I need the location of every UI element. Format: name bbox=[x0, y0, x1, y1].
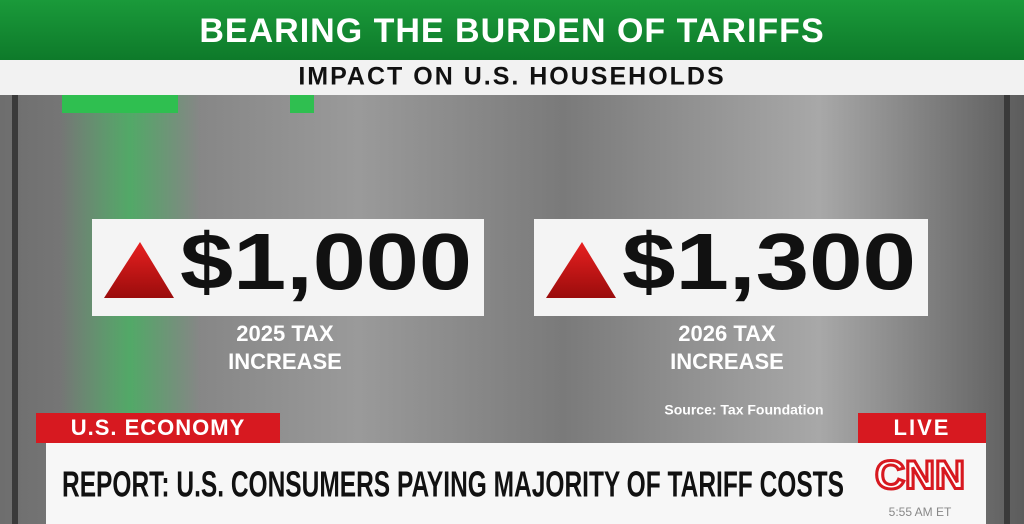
title-bar bbox=[0, 0, 1024, 60]
amount: $1,300 bbox=[622, 217, 916, 306]
amount-card bbox=[92, 219, 484, 316]
source: Source: Tax Foundation bbox=[664, 402, 823, 418]
amount-label: INCREASE bbox=[228, 349, 342, 374]
topic: U.S. ECONOMY bbox=[71, 415, 246, 440]
studio-pillar bbox=[12, 95, 18, 524]
network-logo: CNN bbox=[875, 454, 965, 498]
topic-tab bbox=[36, 413, 280, 443]
up-arrow-icon bbox=[546, 242, 616, 298]
clock: 5:55 AM ET bbox=[889, 505, 952, 519]
amount-label: 2026 TAX bbox=[678, 321, 776, 346]
up-arrow-icon bbox=[104, 242, 174, 298]
live-tab bbox=[858, 413, 986, 443]
subtitle: IMPACT ON U.S. HOUSEHOLDS bbox=[298, 63, 725, 91]
amount-label: 2025 TAX bbox=[236, 321, 334, 346]
headline-bar bbox=[46, 443, 986, 524]
studio-light bbox=[62, 95, 178, 113]
studio-pillar bbox=[1004, 95, 1010, 524]
amount-label: INCREASE bbox=[670, 349, 784, 374]
headline: REPORT: U.S. CONSUMERS PAYING MAJORITY O… bbox=[62, 464, 844, 505]
studio-light bbox=[290, 95, 314, 113]
amount: $1,000 bbox=[180, 217, 472, 306]
live-badge: LIVE bbox=[894, 415, 951, 440]
title: BEARING THE BURDEN OF TARIFFS bbox=[199, 12, 824, 50]
subtitle-bar bbox=[0, 60, 1024, 95]
amount-card bbox=[534, 219, 928, 316]
